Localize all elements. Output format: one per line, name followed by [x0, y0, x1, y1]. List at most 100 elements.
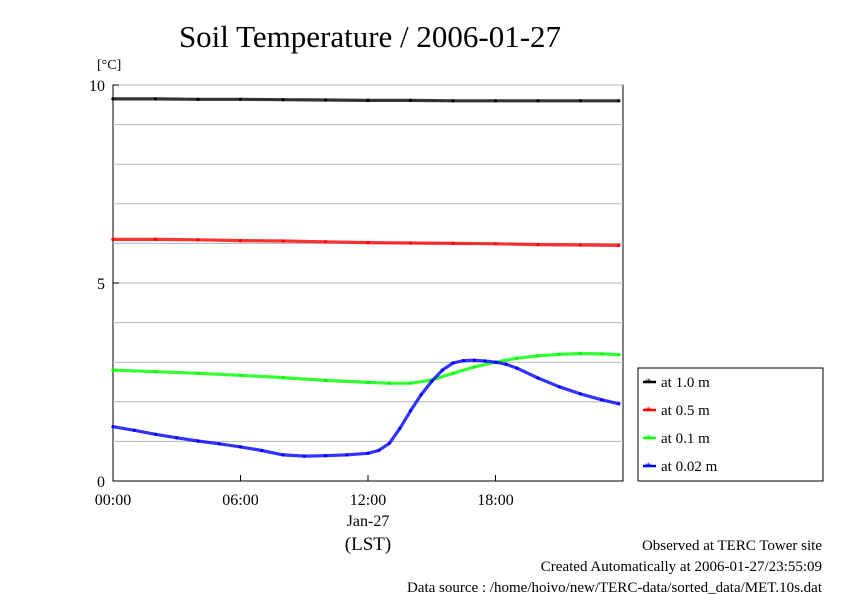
data-point-3: [536, 376, 540, 380]
data-point-0: [408, 98, 413, 102]
data-point-2: [557, 352, 561, 356]
data-point-0: [366, 98, 370, 102]
data-point-3: [196, 439, 200, 443]
data-point-3: [430, 379, 434, 383]
y-axis-unit-label: [°C]: [97, 58, 121, 73]
data-point-3: [217, 442, 221, 446]
data-point-1: [153, 237, 158, 241]
data-point-3: [600, 398, 604, 402]
data-point-2: [536, 354, 540, 358]
data-point-3: [483, 359, 487, 363]
data-point-0: [238, 97, 243, 101]
series-lines: [111, 97, 621, 458]
data-point-3: [111, 425, 115, 429]
legend-marker-0: *: [645, 375, 652, 390]
x-tick-label: 18:00: [477, 492, 513, 509]
data-point-3: [504, 362, 508, 366]
data-point-1: [408, 241, 413, 245]
data-point-2: [281, 376, 285, 380]
data-point-1: [493, 242, 498, 246]
data-point-3: [238, 445, 243, 449]
data-point-3: [345, 453, 349, 457]
data-point-1: [196, 238, 200, 242]
data-point-0: [323, 98, 328, 102]
y-tick-label: 10: [89, 78, 105, 95]
data-point-3: [260, 448, 264, 453]
data-point-3: [323, 454, 328, 458]
chart-title: Soil Temperature / 2006-01-27: [179, 19, 561, 54]
data-point-3: [153, 432, 158, 436]
legend-label-2: at 0.1 m: [661, 431, 710, 447]
data-point-0: [536, 99, 540, 103]
legend-marker-3: *: [645, 459, 652, 474]
data-point-3: [175, 436, 179, 440]
data-source-note: Data source : /home/hoivo/new/TERC-data/…: [407, 580, 823, 595]
legend-box: [637, 367, 824, 482]
observed-site-note: Observed at TERC Tower site: [642, 538, 822, 554]
data-point-2: [408, 381, 413, 385]
data-point-2: [366, 380, 370, 384]
data-point-2: [196, 371, 200, 375]
data-point-2: [323, 378, 328, 382]
data-point-3: [387, 441, 391, 445]
data-point-3: [302, 454, 306, 458]
data-point-3: [419, 393, 423, 397]
data-point-2: [153, 370, 158, 374]
created-timestamp-note: Created Automatically at 2006-01-27/23:5…: [541, 559, 822, 575]
x-axis-date-label: Jan-27: [347, 513, 390, 530]
legend: * at 1.0 m * at 0.5 m * at 0.1 m * at 0.02 m: [643, 375, 718, 475]
data-point-2: [578, 351, 583, 356]
data-point-1: [451, 241, 455, 245]
data-point-2: [111, 368, 115, 372]
data-point-3: [281, 453, 285, 457]
data-point-3: [493, 360, 498, 364]
data-point-3: [557, 385, 561, 389]
data-point-2: [387, 381, 391, 385]
data-point-2: [515, 356, 519, 360]
data-point-3: [578, 392, 583, 396]
data-point-0: [111, 97, 115, 101]
legend-label-0: at 1.0 m: [661, 375, 710, 391]
data-point-2: [472, 365, 476, 369]
data-point-3: [440, 368, 444, 372]
data-point-0: [493, 99, 498, 103]
data-point-2: [600, 352, 604, 356]
data-point-0: [196, 97, 200, 101]
x-axis-title: (LST): [345, 534, 391, 555]
x-tick-label: 00:00: [95, 492, 131, 509]
axes: 0 5 10 00:00 06:00 12:00 18:00: [89, 78, 514, 509]
series-line-3: [111, 358, 621, 458]
data-point-2: [451, 371, 455, 375]
y-tick-label: 0: [97, 474, 105, 491]
data-point-2: [238, 373, 243, 377]
y-tick-label: 5: [97, 276, 105, 293]
data-point-1: [578, 243, 583, 247]
data-point-3: [398, 426, 402, 430]
data-point-0: [617, 99, 621, 103]
data-point-3: [132, 428, 136, 432]
data-point-0: [281, 98, 285, 102]
data-point-1: [366, 241, 370, 245]
data-point-1: [238, 239, 243, 243]
legend-label-1: at 0.5 m: [661, 403, 710, 419]
data-point-3: [515, 366, 519, 370]
data-point-3: [472, 358, 476, 362]
data-point-1: [617, 243, 621, 247]
data-point-2: [617, 353, 621, 357]
data-point-0: [153, 97, 158, 101]
x-tick-label: 12:00: [350, 492, 386, 509]
data-point-3: [451, 361, 455, 365]
x-tick-label: 06:00: [222, 492, 258, 509]
data-point-3: [366, 451, 370, 455]
legend-marker-2: *: [645, 431, 652, 446]
legend-marker-1: *: [645, 403, 652, 418]
data-point-1: [323, 240, 328, 244]
data-point-3: [408, 409, 413, 413]
legend-label-3: at 0.02 m: [661, 459, 718, 475]
data-point-1: [111, 237, 115, 241]
data-point-3: [377, 448, 381, 453]
data-point-3: [462, 359, 466, 363]
data-point-1: [536, 243, 540, 247]
data-point-0: [451, 99, 455, 103]
